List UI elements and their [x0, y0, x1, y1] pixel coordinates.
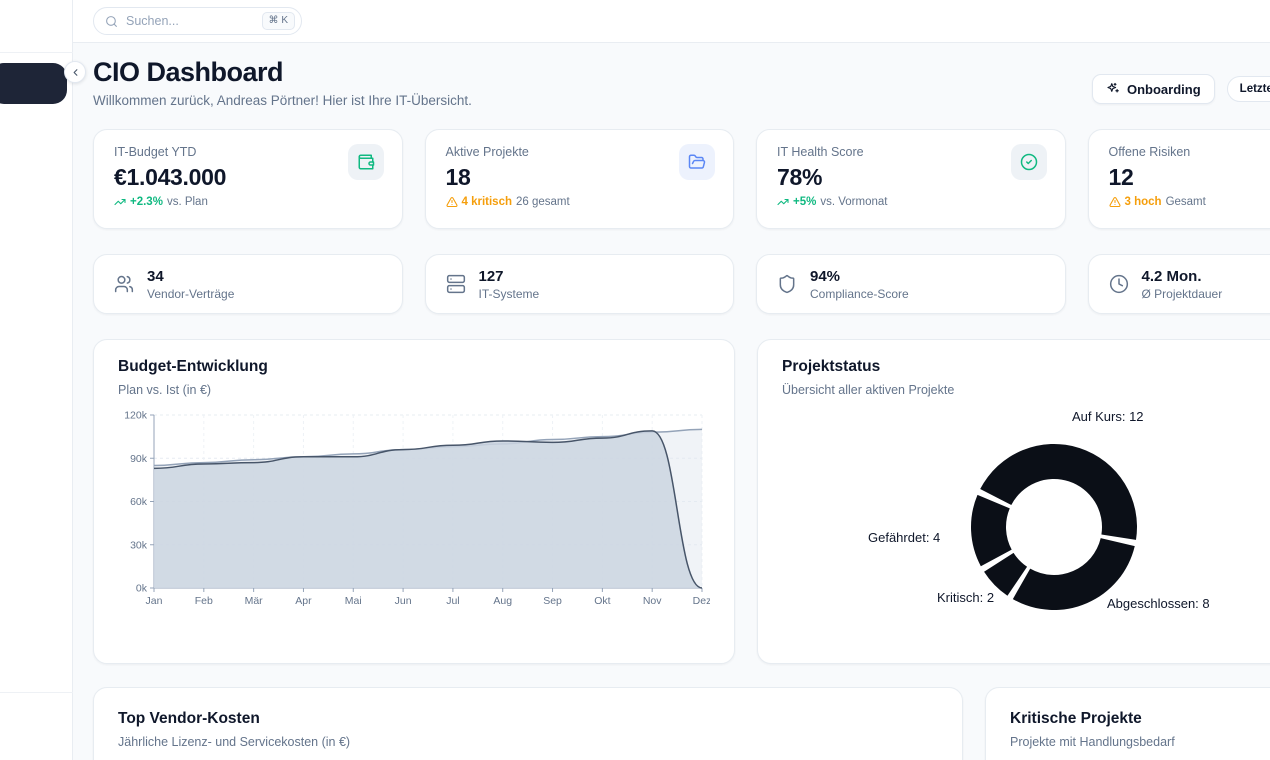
svg-text:120k: 120k: [124, 410, 148, 422]
project-status-donut-chart: [971, 444, 1137, 610]
svg-text:Mai: Mai: [345, 595, 362, 607]
stat-card-duration[interactable]: 4.2 Mon. Ø Projektdauer: [1087, 254, 1270, 314]
kpi-value: 12: [1108, 164, 1134, 190]
kpi-value: €1.043.000: [114, 164, 227, 190]
donut-label-on-track: Auf Kurs: 12: [1072, 409, 1144, 424]
stat-card-compliance[interactable]: 94% Compliance-Score: [756, 254, 1066, 314]
content: CIO Dashboard Willkommen zurück, Andreas…: [73, 43, 1270, 760]
clock-icon: [1109, 274, 1129, 294]
chart-title: Budget-Entwicklung: [118, 358, 268, 375]
wallet-icon: [347, 144, 384, 180]
chevron-left-icon: [70, 67, 81, 78]
stat-row: 34 Vendor-Verträge 127 IT-Systeme: [93, 254, 1270, 314]
page-title: CIO Dashboard: [93, 57, 284, 87]
kpi-card-projects[interactable]: Aktive Projekte 18 4 kritisch 26 gesamt: [424, 129, 734, 229]
svg-text:Dez: Dez: [693, 595, 710, 607]
donut-label-critical: Kritisch: 2: [937, 590, 995, 605]
page-subtitle: Willkommen zurück, Andreas Pörtner! Hier…: [93, 93, 472, 108]
bottom-row: Top Vendor-Kosten Jährliche Lizenz- und …: [93, 687, 1270, 760]
sparkles-icon: [1106, 82, 1120, 96]
svg-text:Feb: Feb: [195, 595, 213, 607]
users-icon: [114, 274, 134, 294]
svg-text:0k: 0k: [136, 583, 148, 595]
card-title: Kritische Projekte: [1010, 710, 1142, 727]
stat-card-vendors[interactable]: 34 Vendor-Verträge: [93, 254, 403, 314]
last-update-badge: Letzte Aktual: [1226, 76, 1270, 102]
search-shortcut-kbd: ⌘ K: [261, 12, 295, 30]
folder-open-icon: [679, 144, 715, 180]
chart-title: Projektstatus: [782, 358, 881, 375]
svg-text:Aug: Aug: [493, 595, 512, 607]
card-subtitle: Jährliche Lizenz- und Servicekosten (in …: [118, 735, 351, 749]
svg-text:Mär: Mär: [245, 595, 264, 607]
sidebar-collapse-button[interactable]: [64, 61, 86, 83]
chart-subtitle: Plan vs. Ist (in €): [118, 383, 212, 397]
critical-projects-card: Kritische Projekte Projekte mit Handlung…: [985, 687, 1270, 760]
alert-triangle-icon: [445, 196, 458, 208]
stat-card-systems[interactable]: 127 IT-Systeme: [424, 254, 734, 314]
onboarding-button[interactable]: Onboarding: [1092, 74, 1215, 104]
search-input[interactable]: Suchen... ⌘ K: [93, 7, 302, 35]
kpi-card-risks[interactable]: Offene Risiken 12 3 hoch Gesamt: [1087, 129, 1270, 229]
page-header: CIO Dashboard Willkommen zurück, Andreas…: [93, 57, 1270, 108]
svg-text:Jun: Jun: [395, 595, 412, 607]
budget-area-chart: 0k 30k 60k 90k 120k Jan Feb Mär Apr Mai Jun Jul Aug S…: [124, 410, 710, 608]
svg-text:30k: 30k: [130, 539, 148, 551]
svg-text:Okt: Okt: [594, 595, 610, 607]
trending-up-icon: [777, 196, 789, 208]
topbar: Suchen... ⌘ K: [73, 0, 1270, 43]
svg-text:Sep: Sep: [543, 595, 562, 607]
kpi-card-budget[interactable]: IT-Budget YTD €1.043.000 +2.3% vs. Plan: [93, 129, 403, 229]
kpi-value: 78%: [777, 164, 823, 190]
kpi-row: IT-Budget YTD €1.043.000 +2.3% vs. Plan: [93, 129, 1270, 229]
svg-text:60k: 60k: [130, 496, 148, 508]
project-status-card: Projektstatus Übersicht aller aktiven Pr…: [757, 339, 1270, 664]
server-icon: [446, 274, 466, 294]
card-subtitle: Projekte mit Handlungsbedarf: [1010, 735, 1175, 749]
sidebar-divider: [0, 52, 73, 53]
charts-row: Budget-Entwicklung Plan vs. Ist (in €) 0…: [93, 339, 1270, 664]
svg-text:90k: 90k: [130, 453, 148, 465]
main-area: Suchen... ⌘ K CIO Dashboard Willkommen z…: [73, 0, 1270, 760]
kpi-value: 18: [445, 164, 471, 190]
svg-text:Jul: Jul: [446, 595, 459, 607]
shield-icon: [777, 274, 797, 294]
svg-text:Nov: Nov: [643, 595, 662, 607]
sidebar-divider: [0, 692, 73, 693]
vendor-costs-card: Top Vendor-Kosten Jährliche Lizenz- und …: [93, 687, 963, 760]
circle-check-icon: [1010, 144, 1047, 180]
search-placeholder: Suchen...: [126, 14, 179, 28]
sidebar-active-item[interactable]: [0, 63, 67, 104]
donut-label-done: Abgeschlossen: 8: [1107, 596, 1210, 611]
alert-triangle-icon: [1108, 196, 1121, 208]
trending-up-icon: [114, 196, 126, 208]
sidebar: [0, 0, 73, 760]
donut-label-at-risk: Gefährdet: 4: [868, 530, 941, 545]
kpi-card-health[interactable]: IT Health Score 78% +5% vs. Vormonat: [756, 129, 1066, 229]
svg-text:Jan: Jan: [146, 595, 163, 607]
search-icon: [105, 15, 118, 28]
card-title: Top Vendor-Kosten: [118, 710, 260, 727]
chart-subtitle: Übersicht aller aktiven Projekte: [782, 383, 955, 397]
budget-chart-card: Budget-Entwicklung Plan vs. Ist (in €) 0…: [93, 339, 735, 664]
svg-text:Apr: Apr: [295, 595, 312, 607]
